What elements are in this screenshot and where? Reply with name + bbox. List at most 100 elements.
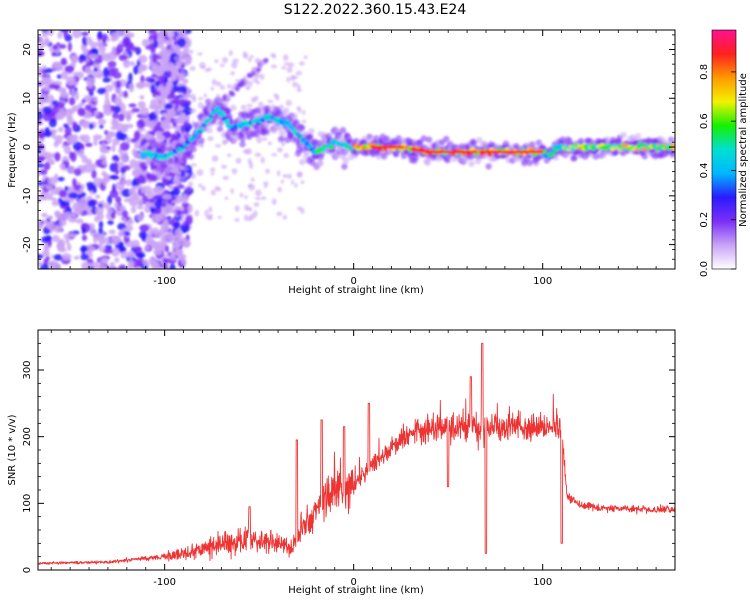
spectrogram-y-label: Frequency (Hz) xyxy=(7,112,18,188)
snr-x-tick-label: 100 xyxy=(533,577,552,588)
spectrogram-y-tick-label: 10 xyxy=(22,92,33,105)
noise-blob xyxy=(145,44,155,50)
noise-blob xyxy=(52,44,58,51)
noise-blob xyxy=(111,119,120,128)
ridge-halo-blob xyxy=(239,141,246,148)
noise-blob xyxy=(296,106,300,111)
spectrogram-blobs xyxy=(38,30,675,269)
noise-blob xyxy=(81,155,88,164)
noise-blob xyxy=(72,178,77,187)
noise-blob xyxy=(184,38,192,47)
noise-blob xyxy=(173,56,180,62)
ridge-halo-blob xyxy=(342,157,349,165)
noise-blob xyxy=(214,186,220,190)
ridge-halo-blob xyxy=(239,135,246,142)
noise-blob xyxy=(243,204,249,211)
ridge-core-blob xyxy=(180,147,186,152)
noise-blob xyxy=(248,207,253,212)
noise-blob xyxy=(91,169,97,179)
noise-blob xyxy=(270,64,278,69)
ridge-halo-blob xyxy=(285,99,293,107)
noise-blob xyxy=(154,105,160,116)
snr-y-tick-label: 100 xyxy=(22,494,33,513)
noise-blob xyxy=(298,158,306,166)
noise-blob xyxy=(127,250,135,259)
noise-blob xyxy=(66,243,72,251)
noise-blob xyxy=(45,221,55,230)
noise-blob xyxy=(186,57,193,64)
noise-blob xyxy=(114,96,123,107)
noise-blob xyxy=(125,112,132,122)
noise-blob xyxy=(162,86,168,91)
noise-blob xyxy=(55,212,64,220)
noise-blob xyxy=(154,198,162,209)
snr-y-tick-label: 0 xyxy=(22,567,33,573)
noise-blob xyxy=(118,245,126,253)
noise-blob xyxy=(93,138,98,147)
noise-blob xyxy=(250,177,255,182)
ridge-halo-blob xyxy=(474,158,482,165)
noise-blob xyxy=(38,107,43,113)
snr-y-tick-label: 200 xyxy=(22,427,33,446)
noise-blob xyxy=(155,135,166,141)
noise-blob xyxy=(60,70,69,80)
noise-blob xyxy=(86,262,93,268)
noise-blob xyxy=(121,228,131,233)
spectrogram-y-tick-label: 20 xyxy=(22,43,33,56)
noise-blob xyxy=(86,158,92,166)
ridge-halo-blob xyxy=(444,156,451,164)
noise-blob xyxy=(173,119,178,124)
noise-blob xyxy=(125,179,133,187)
noise-blob xyxy=(50,159,56,165)
noise-blob xyxy=(108,229,116,235)
noise-blob xyxy=(138,231,148,239)
noise-blob xyxy=(300,180,305,185)
noise-blob xyxy=(127,219,134,225)
noise-blob xyxy=(291,179,295,186)
noise-blob xyxy=(198,97,204,101)
noise-blob xyxy=(173,208,177,216)
noise-blob xyxy=(198,183,203,188)
noise-blob xyxy=(110,212,116,220)
noise-blob xyxy=(262,181,269,186)
noise-blob xyxy=(149,111,158,121)
noise-blob xyxy=(114,168,120,175)
ridge-halo-blob xyxy=(218,119,225,126)
noise-blob xyxy=(196,169,204,176)
noise-blob xyxy=(97,118,107,126)
ridge-halo-blob xyxy=(620,131,627,139)
noise-blob xyxy=(262,136,268,141)
noise-blob xyxy=(80,253,89,261)
noise-blob xyxy=(178,118,185,124)
noise-blob xyxy=(161,202,167,208)
noise-blob xyxy=(178,85,187,93)
noise-blob xyxy=(226,83,232,89)
ridge-halo-blob xyxy=(198,137,205,144)
noise-blob xyxy=(171,199,181,204)
noise-blob xyxy=(98,220,104,229)
noise-blob xyxy=(85,142,93,148)
noise-blob xyxy=(79,53,87,62)
noise-blob xyxy=(136,205,144,210)
noise-blob xyxy=(88,91,94,97)
noise-blob xyxy=(152,53,157,64)
noise-blob xyxy=(184,167,189,171)
noise-blob xyxy=(81,227,86,235)
noise-blob xyxy=(103,107,113,116)
noise-blob xyxy=(116,43,124,54)
noise-blob xyxy=(252,77,258,83)
ridge-halo-blob xyxy=(255,106,262,114)
noise-blob xyxy=(211,78,217,86)
noise-blob xyxy=(256,136,263,144)
noise-blob xyxy=(139,224,150,233)
noise-blob xyxy=(189,93,196,100)
ridge-core-blob xyxy=(321,148,326,153)
ridge-halo-blob xyxy=(485,163,492,170)
noise-blob xyxy=(45,185,54,190)
noise-blob xyxy=(107,220,114,225)
noise-blob xyxy=(174,238,183,248)
noise-blob xyxy=(267,141,273,146)
noise-blob xyxy=(291,75,299,80)
noise-blob xyxy=(173,205,181,209)
noise-blob xyxy=(122,36,131,45)
